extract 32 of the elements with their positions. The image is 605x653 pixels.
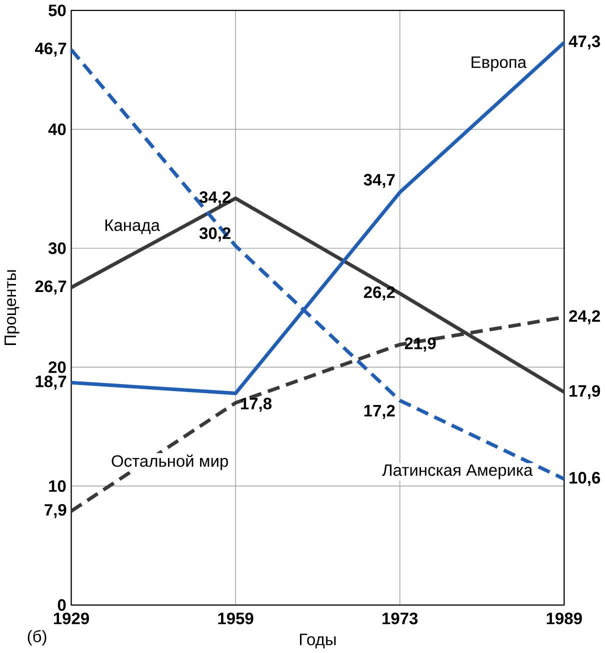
data-label: 17,8 bbox=[241, 398, 272, 412]
x-tick-label: 1929 bbox=[54, 612, 90, 624]
x-axis-title: Годы bbox=[300, 634, 336, 648]
data-label: 17,9 bbox=[570, 385, 600, 400]
data-label: 7,9 bbox=[44, 504, 66, 518]
y-tick-label: 10 bbox=[49, 480, 66, 492]
y-tick-label: 50 bbox=[48, 4, 66, 16]
data-label: 30,2 bbox=[200, 227, 231, 242]
data-label: 17,2 bbox=[364, 404, 395, 419]
data-label: 34,7 bbox=[364, 174, 395, 188]
data-label: 26,2 bbox=[364, 286, 395, 300]
series-label: Европа bbox=[472, 56, 527, 72]
series-label: Канада bbox=[106, 220, 160, 234]
data-label: 24,2 bbox=[569, 310, 600, 324]
data-label: 21,9 bbox=[404, 338, 436, 352]
data-label: 34,2 bbox=[200, 191, 231, 206]
series-label: Латинская Америка bbox=[382, 464, 533, 480]
x-tick-label: 1989 bbox=[546, 612, 582, 624]
data-label: 26,7 bbox=[35, 280, 66, 295]
x-tick-label: 1973 bbox=[382, 612, 418, 624]
data-label: 10,6 bbox=[570, 472, 600, 486]
text: (б) bbox=[28, 630, 46, 646]
y-tick-label: 20 bbox=[48, 361, 66, 374]
data-label: 47,3 bbox=[568, 35, 600, 50]
x-tick-label: 1959 bbox=[218, 612, 254, 624]
y-axis-title: Проценты bbox=[4, 270, 20, 345]
data-label: 18,7 bbox=[36, 376, 66, 390]
y-tick-label: 40 bbox=[48, 124, 66, 136]
series-label: Остальной мир bbox=[112, 454, 228, 470]
y-tick-label: 30 bbox=[48, 242, 66, 254]
y-tick-label: 0 bbox=[58, 599, 66, 611]
data-label: 46,7 bbox=[35, 42, 66, 57]
